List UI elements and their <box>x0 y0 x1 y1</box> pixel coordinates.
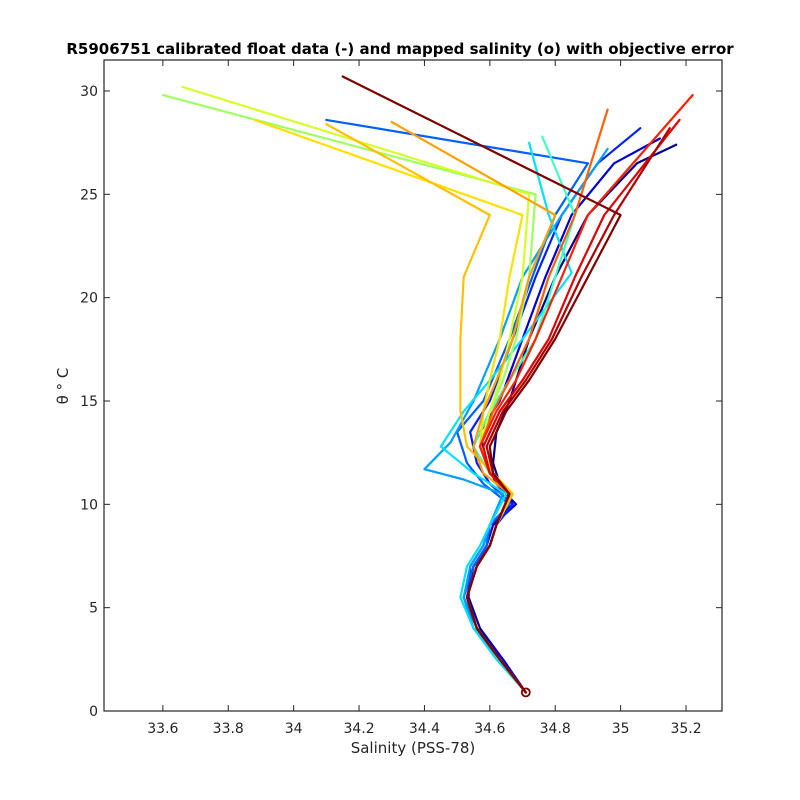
y-tick-label: 15 <box>80 394 98 410</box>
chart-title: R5906751 calibrated float data (-) and m… <box>66 40 734 58</box>
y-tick-label: 10 <box>80 497 98 513</box>
y-tick-label: 5 <box>89 601 98 617</box>
marker-layer <box>520 687 531 698</box>
series-line-5 <box>423 147 609 694</box>
mapped-salinity-marker <box>520 687 531 698</box>
x-tick-label: 34.4 <box>409 721 440 737</box>
y-tick-label: 0 <box>89 704 98 720</box>
x-tick-label: 34.6 <box>474 721 505 737</box>
x-tick-label: 34 <box>285 721 303 737</box>
x-tick-label: 33.8 <box>213 721 244 737</box>
x-tick-label: 35.2 <box>670 721 701 737</box>
series-line-17 <box>341 75 622 694</box>
y-axis: 0 5 10 15 20 25 30 <box>80 84 722 720</box>
x-axis: 33.6 33.8 34 34.2 34.4 34.6 34.8 35 35.2 <box>147 60 702 737</box>
x-tick-label: 34.2 <box>343 721 374 737</box>
x-tick-label: 33.6 <box>147 721 178 737</box>
y-tick-label: 25 <box>80 187 98 203</box>
series-layer <box>161 75 694 694</box>
x-tick-label: 35 <box>612 721 630 737</box>
plot-area <box>104 60 722 711</box>
axes-box <box>103 59 723 712</box>
y-tick-label: 30 <box>80 84 98 100</box>
y-tick-label: 20 <box>80 291 98 307</box>
y-axis-label: θ ° C <box>54 368 72 405</box>
x-axis-label: Salinity (PSS-78) <box>351 739 476 757</box>
x-tick-label: 34.8 <box>540 721 571 737</box>
